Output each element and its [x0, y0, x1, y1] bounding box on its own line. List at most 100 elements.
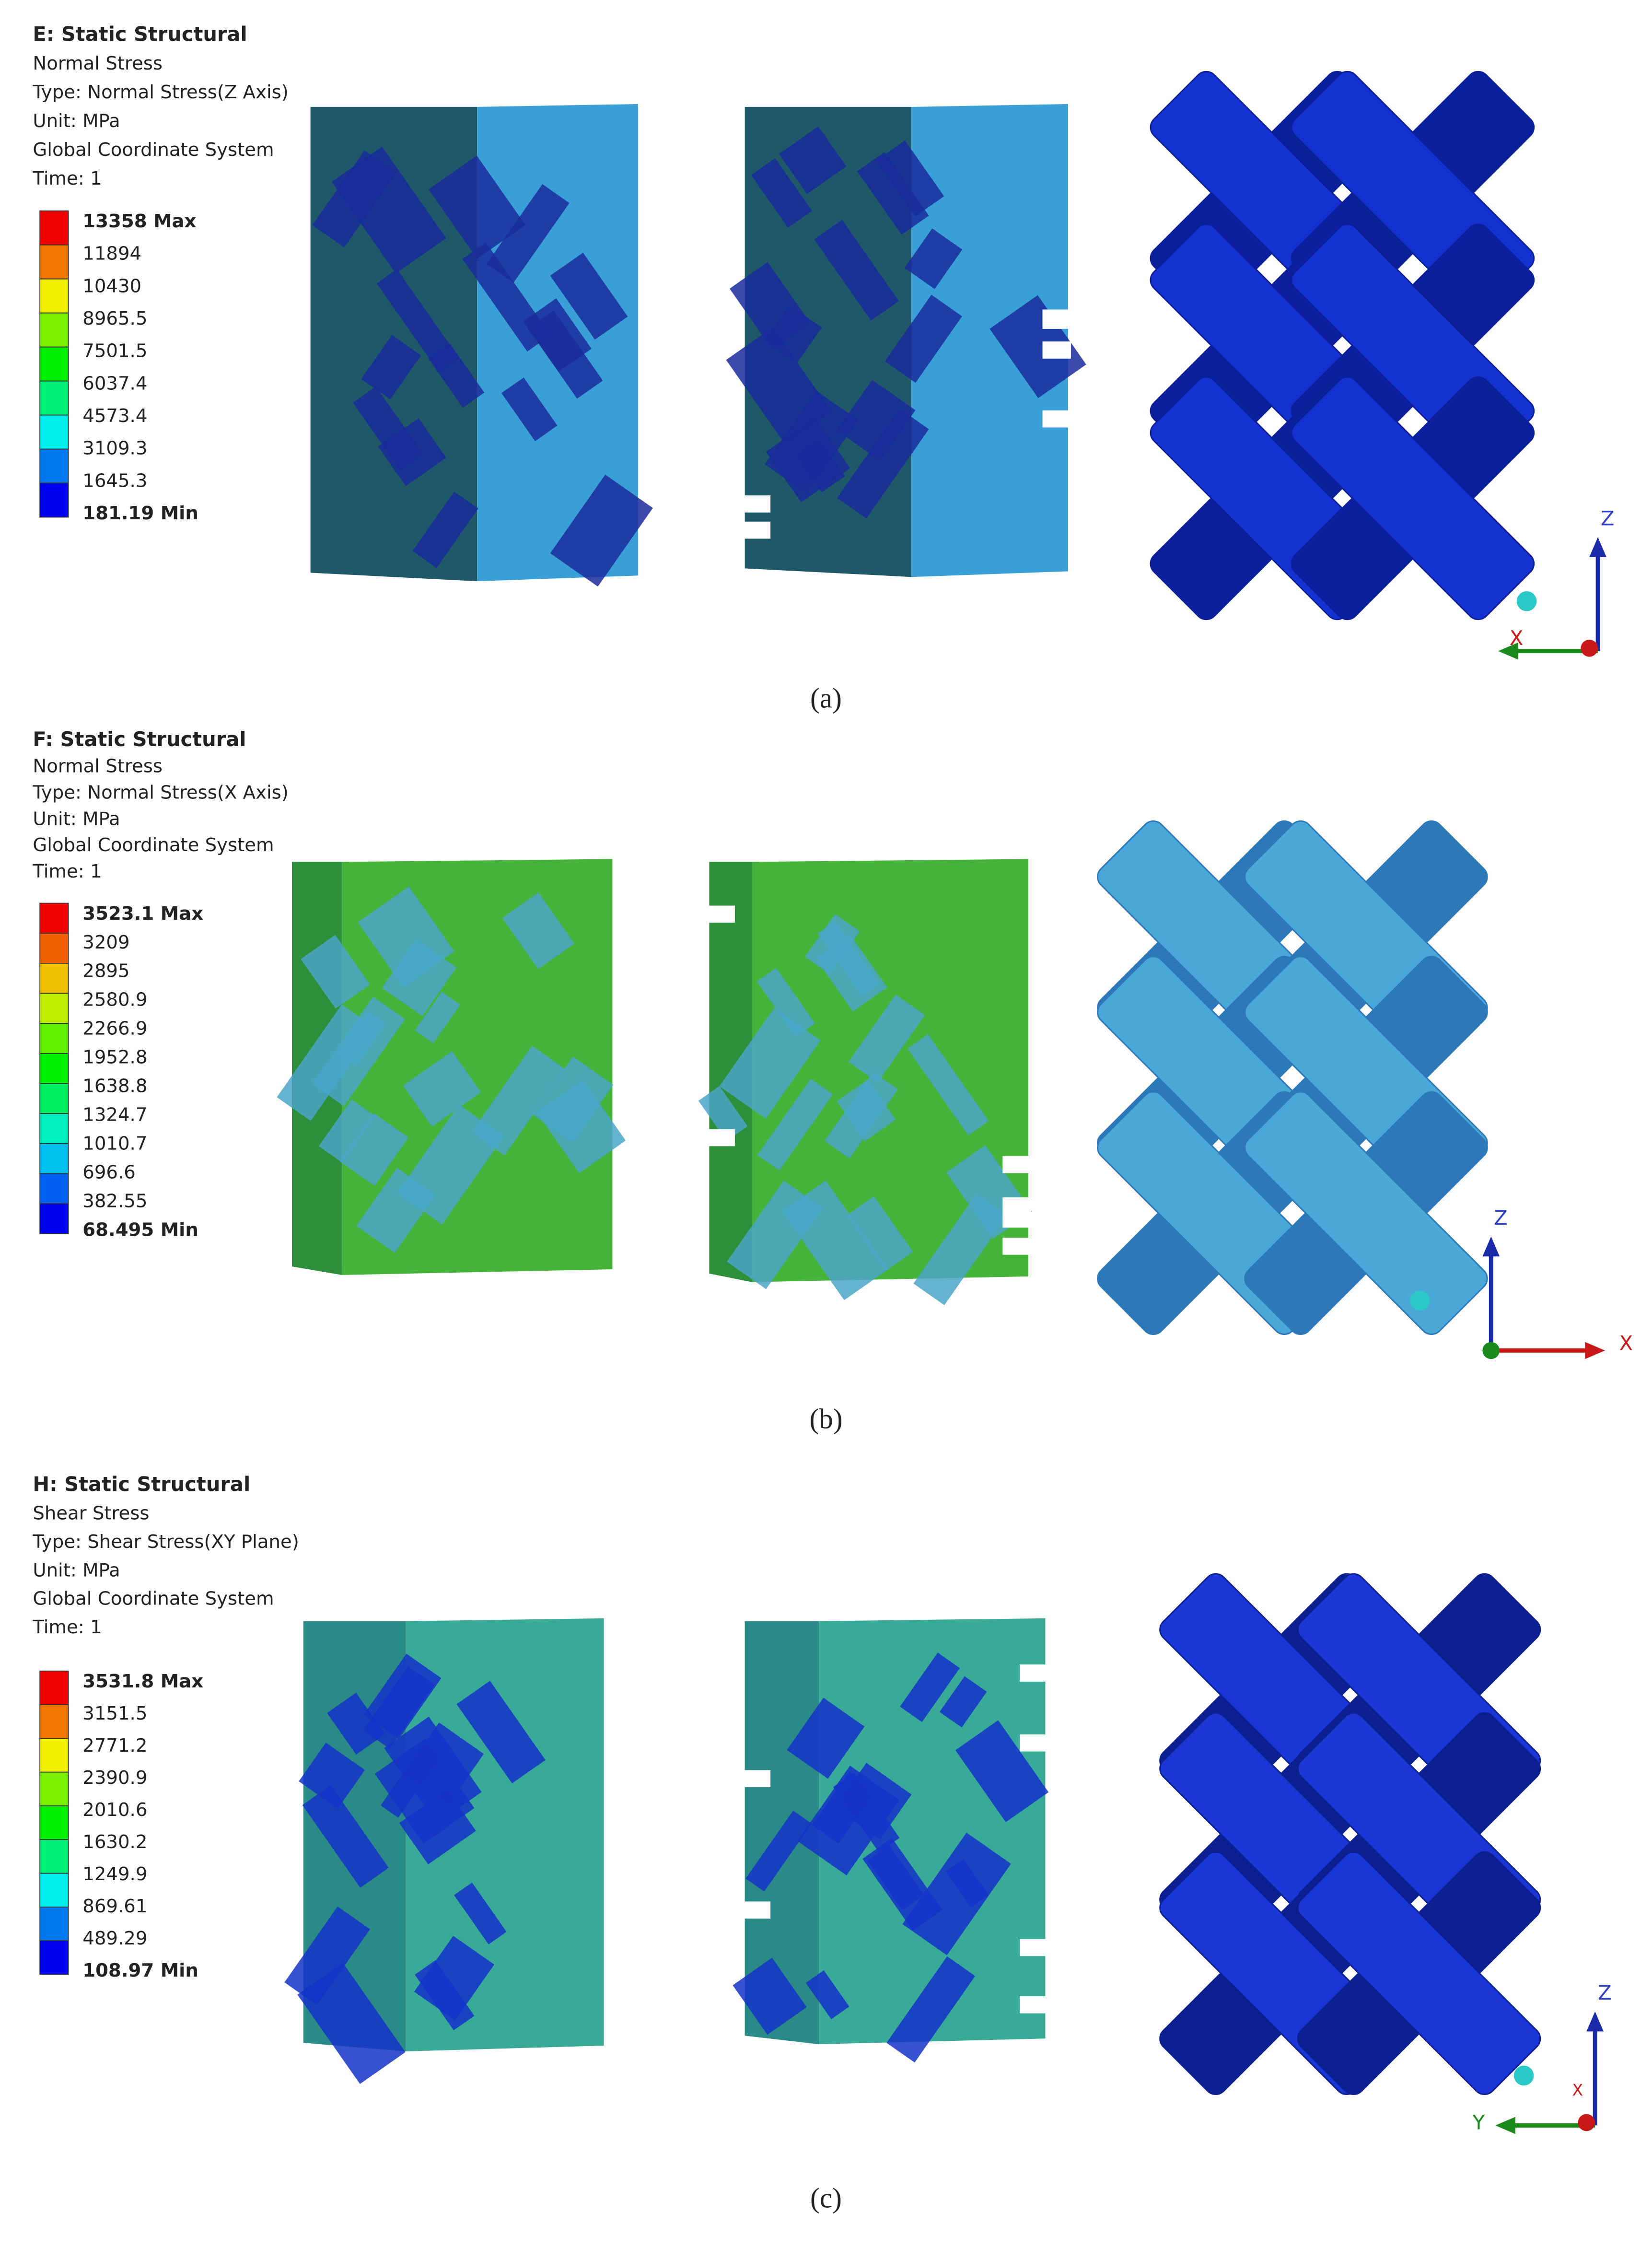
axis-label: Z [1601, 506, 1614, 530]
stress-patch [353, 386, 424, 470]
stress-patch [751, 158, 812, 228]
arrow-head [1589, 537, 1606, 557]
stress-patch [904, 228, 963, 289]
stress-patch [787, 1698, 865, 1779]
legend-swatch [39, 346, 69, 382]
model [1159, 1573, 1541, 2096]
stress-patch [765, 305, 822, 363]
stress-patch [337, 1010, 386, 1066]
stress-patch [726, 327, 832, 445]
model [1097, 820, 1488, 1335]
stress-patch [817, 921, 880, 997]
legend-label: 7501.5 [82, 340, 147, 362]
info-line: Global Coordinate System [33, 139, 274, 161]
model-hole [706, 905, 735, 923]
stress-patch [837, 380, 916, 461]
info-line: Type: Shear Stress(XY Plane) [32, 1531, 299, 1553]
info-line: Type: Normal Stress(Z Axis) [32, 82, 289, 103]
legend-label: 2266.9 [82, 1018, 147, 1040]
info-line: Global Coordinate System [33, 1588, 274, 1610]
stress-patch [782, 1180, 888, 1300]
stress-patch [550, 474, 653, 587]
legend-swatch [39, 448, 69, 484]
legend-label: 13358 Max [82, 211, 196, 232]
stress-patch [502, 892, 575, 969]
stress-patch [363, 1653, 442, 1739]
legend-label: 3151.5 [82, 1703, 147, 1724]
legend-swatch [39, 312, 69, 348]
info-line: Time: 1 [32, 168, 102, 189]
stress-patch [779, 126, 847, 194]
stress-patch [886, 1956, 976, 2063]
arrow-head [1585, 1342, 1605, 1359]
model-face [911, 104, 1069, 577]
panel-title: E: Static Structural [33, 22, 247, 46]
legend-swatch [39, 902, 69, 934]
stress-patch [795, 439, 845, 493]
stress-patch [814, 220, 899, 321]
stress-patch [824, 1072, 898, 1159]
legend-swatch [39, 1083, 69, 1114]
legend-swatch [39, 1704, 69, 1739]
legend-label: 1638.8 [82, 1076, 147, 1097]
stress-patch [812, 1772, 876, 1844]
legend-label: 108.97 Min [82, 1960, 198, 1981]
legend-label: 382.55 [82, 1190, 147, 1212]
model-hole [706, 1129, 735, 1147]
info-line: Normal Stress [33, 53, 163, 74]
arrow-head [1498, 642, 1518, 660]
legend-swatch [39, 278, 69, 314]
legend-label: 869.61 [82, 1896, 147, 1917]
stress-patch [867, 1845, 924, 1910]
info-line: Unit: MPa [33, 1559, 120, 1581]
stress-patch [857, 152, 929, 235]
stress-patch [486, 184, 570, 283]
stress-patch [384, 1716, 482, 1824]
triad-origin [1581, 639, 1598, 657]
stress-patch [550, 252, 628, 340]
triad-dot [1513, 2065, 1534, 2086]
legend-label: 3523.1 Max [82, 903, 203, 925]
stress-patch [318, 1099, 375, 1163]
stress-patch [297, 1963, 406, 2084]
stress-patch [847, 1196, 913, 1271]
legend-label: 2010.6 [82, 1799, 147, 1821]
info-line: Shear Stress [33, 1502, 149, 1524]
legend-swatch [39, 1203, 69, 1234]
axis-label: Z [1598, 1981, 1611, 2004]
model-hole [1002, 1237, 1031, 1255]
info-line: Normal Stress [33, 755, 163, 777]
model [1150, 70, 1535, 621]
legend-swatch [39, 1738, 69, 1773]
stress-patch [414, 1935, 494, 2021]
triad-origin [1482, 1342, 1500, 1359]
legend-label: 11894 [82, 243, 141, 265]
legend-swatch [39, 414, 69, 450]
model-hole [1020, 1939, 1048, 1956]
legend-swatch [39, 1023, 69, 1054]
model-hole [1020, 1996, 1048, 2014]
legend-swatch [39, 1113, 69, 1144]
legend-label: 6037.4 [82, 373, 147, 394]
axis-label: X [1510, 626, 1523, 650]
caption: (c) [810, 2182, 842, 2213]
stress-patch [765, 390, 859, 494]
caption: (a) [810, 682, 842, 714]
stress-patch [339, 1113, 409, 1186]
legend-label: 2390.9 [82, 1767, 147, 1789]
stress-patch [907, 1034, 989, 1136]
info-line: Time: 1 [32, 861, 102, 882]
panel-title: F: Static Structural [33, 727, 246, 751]
stress-patch [301, 935, 370, 1009]
stress-patch [939, 1676, 987, 1728]
lattice-strut [1291, 376, 1535, 621]
model-hole [1002, 1210, 1031, 1228]
model-hole [1042, 309, 1071, 327]
legend-swatch [39, 210, 69, 246]
legend-swatch [39, 993, 69, 1024]
model-face [819, 1618, 1046, 2045]
legend-swatch [39, 1839, 69, 1874]
legend-swatch [39, 1805, 69, 1840]
stress-patch [837, 409, 929, 519]
